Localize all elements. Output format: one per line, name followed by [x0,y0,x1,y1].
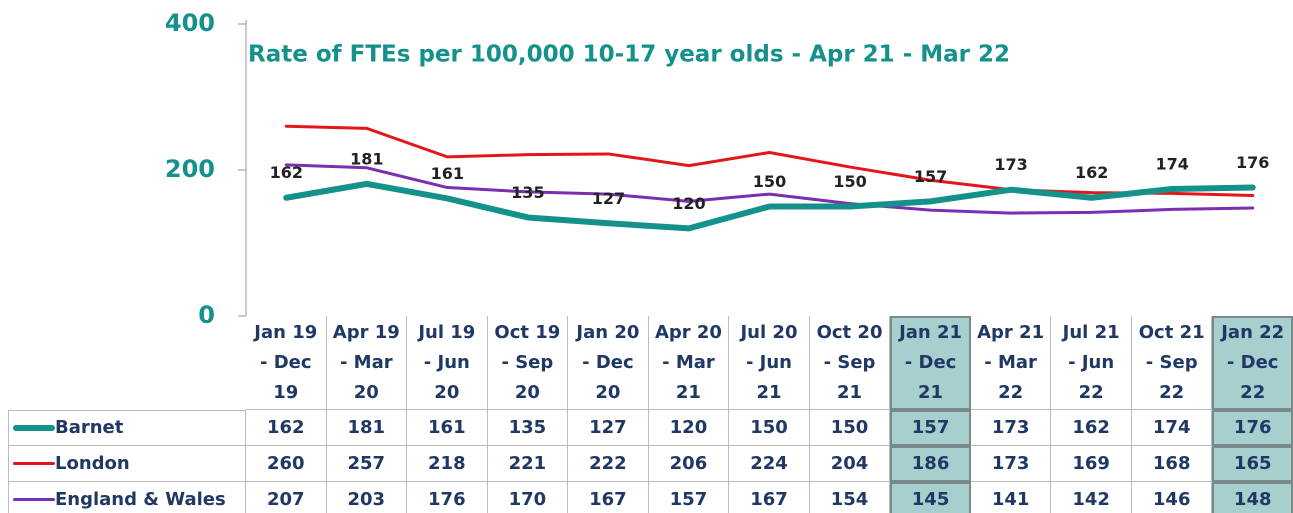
legend-entry: London [8,446,246,482]
data-label: 162 [1075,163,1108,182]
category-header: Apr 20 - Mar 21 [648,316,730,410]
category-header: Jan 19 - Dec 19 [246,316,327,410]
table-value: 176 [407,482,488,513]
data-label: 135 [511,183,544,202]
table-value: 165 [1212,446,1293,482]
series-line [284,163,1255,215]
table-value: 186 [890,446,971,482]
table-value: 218 [407,446,488,482]
y-tick-label: 200 [165,155,215,183]
category-header: Apr 19 - Mar 20 [326,316,408,410]
data-label: 181 [350,149,383,168]
legend-entry: England & Wales [8,482,246,513]
table-value: 162 [1051,410,1132,446]
table-value: 168 [1131,446,1213,482]
data-label: 150 [833,172,866,191]
category-header: Jan 20 - Dec 20 [568,316,649,410]
legend-label: London [55,452,130,474]
category-header: Oct 19 - Sep 20 [487,316,569,410]
series-line [284,124,1255,198]
table-value: 145 [890,482,971,513]
table-value: 146 [1132,482,1213,513]
table-value: 120 [648,410,730,446]
table-value: 148 [1212,482,1293,513]
table-value: 169 [1051,446,1132,482]
table-value: 154 [810,482,891,513]
table-value: 207 [246,482,327,513]
table-value: 204 [809,446,891,482]
table-value: 161 [407,410,488,446]
data-label: 162 [270,163,303,182]
table-value: 176 [1212,410,1293,446]
table-value: 203 [327,482,408,513]
category-header: Oct 21 - Sep 22 [1131,316,1213,410]
table-value: 173 [970,446,1052,482]
table-value: 222 [568,446,649,482]
data-label: 157 [914,167,947,186]
table-value: 260 [246,446,327,482]
series-line [283,180,1256,232]
table-value: 157 [890,410,971,446]
table-value: 257 [326,446,408,482]
category-header: Jul 21 - Jun 22 [1051,316,1132,410]
data-label: 127 [592,189,625,208]
table-value: 167 [568,482,649,513]
table-value: 206 [648,446,730,482]
chart-title: Rate of FTEs per 100,000 10-17 year olds… [248,42,1010,68]
category-header: Jan 22 - Dec 22 [1212,316,1293,410]
category-header: Apr 21 - Mar 22 [970,316,1052,410]
data-label: 161 [431,164,464,183]
table-value: 141 [971,482,1052,513]
legend-key [13,498,55,501]
legend-key [13,425,55,431]
data-label: 120 [672,194,705,213]
legend-entry: Barnet [8,410,246,446]
table-value: 170 [488,482,569,513]
data-label: 173 [994,155,1027,174]
table-value: 221 [487,446,569,482]
table-value: 135 [487,410,569,446]
data-label: 176 [1236,153,1269,172]
legend-key [13,462,55,465]
table-value: 157 [649,482,730,513]
category-header: Jan 21 - Dec 21 [890,316,971,410]
data-label: 174 [1155,154,1188,173]
table-value: 224 [729,446,810,482]
y-tick-label: 400 [165,9,215,37]
category-header: Oct 20 - Sep 21 [809,316,891,410]
category-header: Jul 20 - Jun 21 [729,316,810,410]
legend-label: Barnet [55,417,124,438]
table-value: 174 [1131,410,1213,446]
legend-label: England & Wales [55,488,226,510]
table-value: 181 [326,410,408,446]
table-value: 127 [568,410,649,446]
y-tick-label: 0 [198,301,215,329]
data-label: 150 [753,172,786,191]
table-value: 142 [1051,482,1132,513]
table-value: 150 [809,410,891,446]
table-value: 173 [970,410,1052,446]
table-value: 167 [729,482,810,513]
category-header: Jul 19 - Jun 20 [407,316,488,410]
table-value: 162 [246,410,327,446]
table-value: 150 [729,410,810,446]
